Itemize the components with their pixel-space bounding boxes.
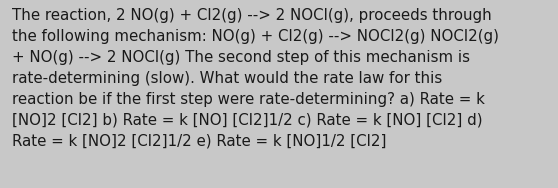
- Text: The reaction, 2 NO(g) + Cl2(g) --> 2 NOCl(g), proceeds through
the following mec: The reaction, 2 NO(g) + Cl2(g) --> 2 NOC…: [12, 8, 499, 149]
